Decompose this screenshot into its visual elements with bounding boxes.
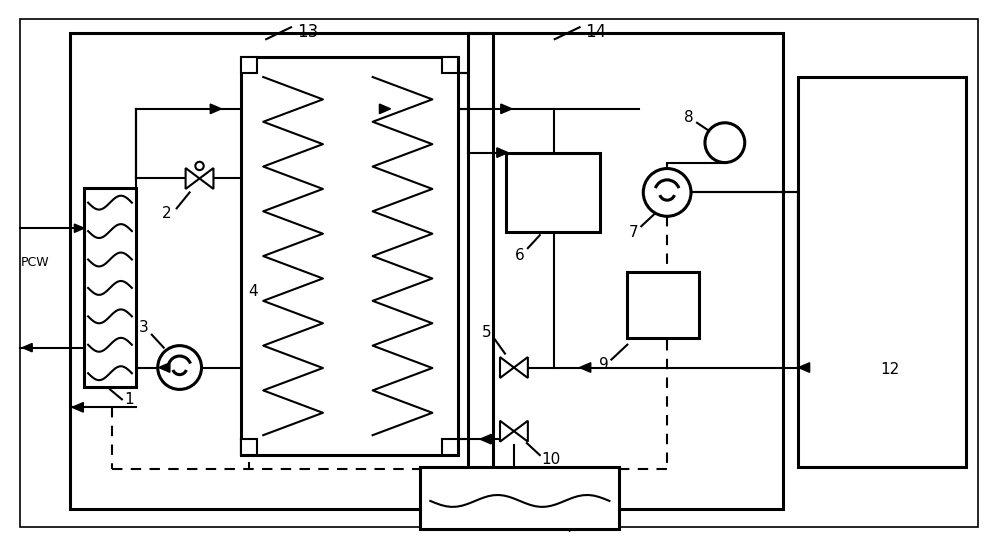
Polygon shape: [500, 421, 514, 442]
Polygon shape: [159, 363, 170, 372]
Bar: [241, 57, 257, 73]
Text: 3: 3: [139, 320, 149, 335]
Bar: [241, 439, 257, 455]
Text: T: T: [721, 136, 729, 149]
Text: 1: 1: [124, 392, 134, 407]
Text: 6: 6: [515, 248, 525, 262]
Text: 4: 4: [248, 284, 258, 299]
Polygon shape: [210, 104, 221, 113]
Text: 14: 14: [586, 23, 607, 41]
Text: 11: 11: [582, 507, 601, 522]
Text: 12: 12: [880, 362, 899, 377]
Polygon shape: [480, 435, 491, 444]
Polygon shape: [514, 421, 528, 442]
Bar: [506, 153, 600, 232]
Polygon shape: [379, 104, 391, 113]
Text: 7: 7: [629, 225, 638, 239]
Bar: [442, 57, 458, 73]
Polygon shape: [200, 168, 213, 189]
Polygon shape: [500, 357, 514, 378]
Polygon shape: [497, 148, 508, 157]
Polygon shape: [580, 363, 591, 372]
Circle shape: [158, 346, 202, 390]
Text: PCW: PCW: [20, 255, 49, 269]
Bar: [468, 33, 783, 509]
Bar: [84, 189, 136, 387]
Bar: [70, 33, 493, 509]
Text: 13: 13: [297, 23, 318, 41]
Polygon shape: [186, 168, 200, 189]
Text: 9: 9: [599, 357, 608, 372]
Circle shape: [705, 123, 745, 163]
Polygon shape: [798, 363, 810, 372]
Polygon shape: [501, 104, 512, 113]
Text: 10: 10: [542, 452, 561, 466]
Polygon shape: [74, 224, 84, 232]
Polygon shape: [514, 357, 528, 378]
Text: 5: 5: [482, 325, 492, 340]
Bar: [241, 57, 458, 455]
Text: 2: 2: [162, 206, 172, 221]
Bar: [627, 272, 699, 338]
Polygon shape: [22, 344, 32, 352]
Bar: [420, 467, 619, 529]
Bar: [442, 439, 458, 455]
Polygon shape: [72, 403, 83, 412]
Circle shape: [643, 169, 691, 216]
Text: 8: 8: [684, 110, 694, 125]
Bar: [798, 77, 966, 467]
